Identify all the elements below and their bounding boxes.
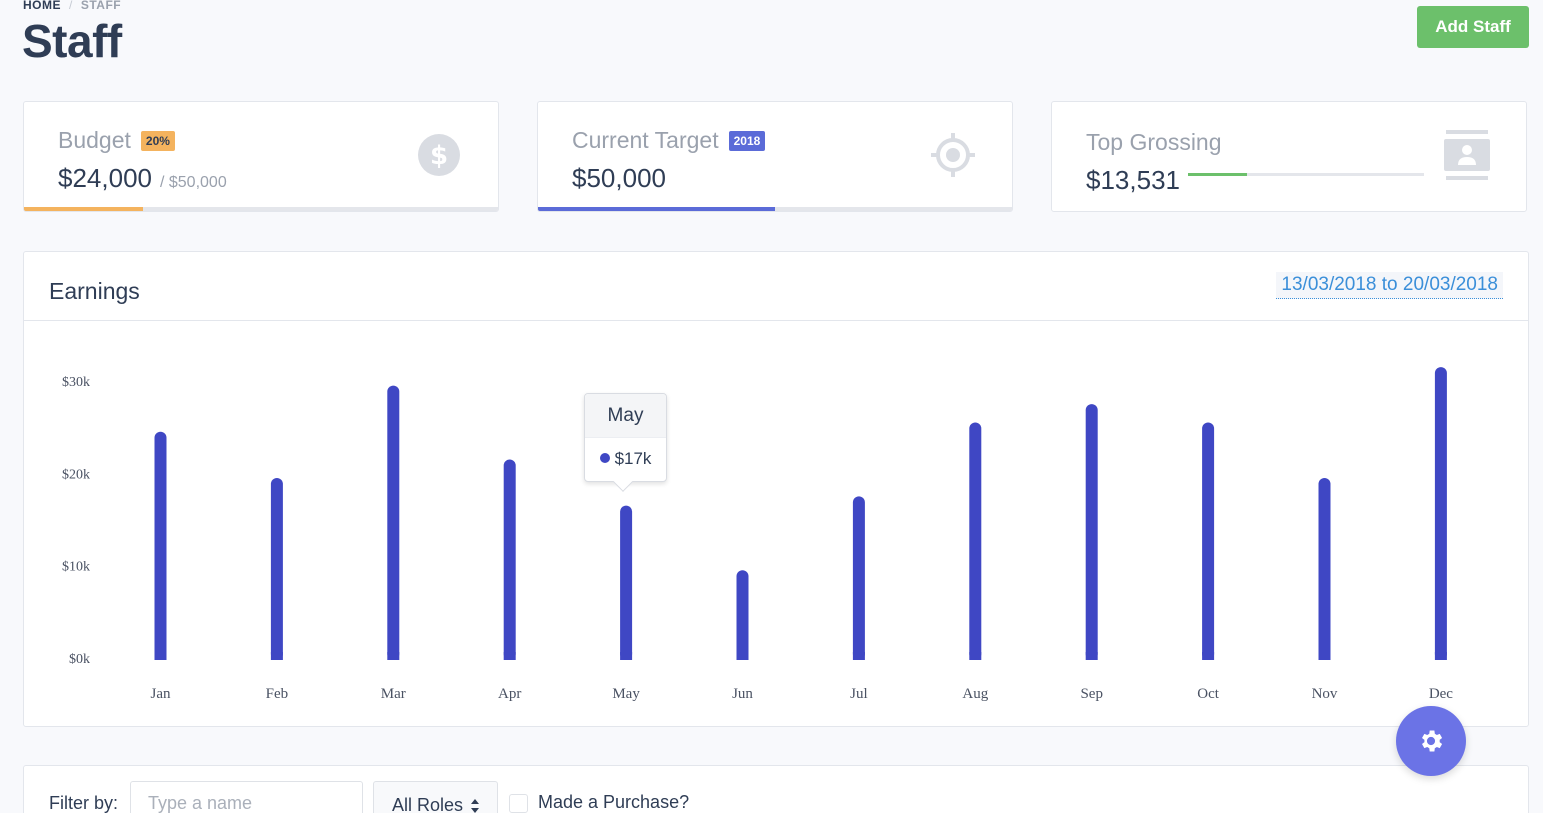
y-tick-label: $30k [62,375,90,390]
top-grossing-card: Top Grossing $13,531 [1051,101,1527,212]
x-tick-label: Aug [962,686,988,702]
gear-icon [1422,730,1443,752]
bar-base [387,652,400,660]
x-tick-label: May [612,686,640,702]
bar-base [620,652,633,660]
earnings-title: Earnings [49,278,140,304]
bar-apr[interactable] [503,459,516,660]
y-tick-label: $0k [69,652,90,667]
purchase-checkbox-label[interactable]: Made a Purchase? [538,792,690,812]
sort-caret-icon [471,799,479,813]
grossing-title-row: Top Grossing [1086,129,1222,156]
date-range-picker[interactable]: 13/03/2018 to 20/03/2018 [1276,272,1503,299]
filter-panel: Filter by: All Roles Made a Purchase? [23,765,1529,813]
breadcrumb-home[interactable]: HOME [23,0,61,12]
tooltip-value: $17k [614,449,652,468]
x-tick-label: Feb [266,686,289,702]
purchase-checkbox[interactable] [509,794,528,813]
x-tick-label: Mar [381,686,406,702]
budget-progress [24,207,498,211]
bar-nov[interactable] [1318,477,1331,660]
dollar-icon: $ [418,134,460,176]
bar-may[interactable] [620,505,633,660]
budget-title-row: Budget 20% [58,127,175,154]
x-tick-label: Nov [1312,686,1338,702]
x-tick-label: Oct [1197,686,1219,702]
target-icon [931,133,975,177]
bar-base [503,652,516,660]
breadcrumb-current: STAFF [80,0,122,12]
x-tick-label: Dec [1429,686,1453,702]
settings-fab-button[interactable] [1396,706,1466,776]
bar-base [154,652,167,660]
target-progress-fill [538,207,775,211]
breadcrumb: HOME / STAFF [23,0,121,12]
svg-text:$: $ [430,141,448,171]
page-title: Staff [22,15,122,67]
budget-card: Budget 20% $24,000 / $50,000 $ [23,101,499,212]
add-staff-button[interactable]: Add Staff [1417,6,1529,48]
bar-base [1434,652,1447,660]
bar-jan[interactable] [154,431,167,660]
budget-title: Budget [58,127,131,153]
earnings-chart: $0k $10k $20k $30k Jan Feb Mar Apr May Jun Jul Aug S… [62,367,1453,702]
bar-jul[interactable] [852,496,865,660]
budget-value-row: $24,000 / $50,000 [58,163,227,194]
y-tick-label: $10k [62,560,90,575]
y-tick-label: $20k [62,467,90,482]
bar-base [1085,652,1098,660]
contact-card-icon [1444,130,1490,180]
tooltip-body: $17k [585,438,666,480]
target-value-row: $50,000 [572,163,666,194]
bar-aug[interactable] [969,422,982,660]
earnings-panel: Earnings 13/03/2018 to 20/03/2018 $0k $10… [23,251,1529,727]
grossing-progress-fill [1187,173,1247,176]
x-tick-label: Jun [732,686,753,702]
bar-base [969,652,982,660]
role-filter-select[interactable]: All Roles [373,781,498,813]
chart-tooltip: May $17k [584,393,667,492]
budget-percent-badge: 20% [140,130,175,151]
x-tick-label: Sep [1080,686,1103,702]
bar-oct[interactable] [1202,422,1215,660]
bar-sep[interactable] [1085,404,1098,660]
tooltip-series-dot [599,453,610,463]
grossing-title: Top Grossing [1086,129,1222,155]
target-value: $50,000 [572,163,666,193]
bar-mar[interactable] [387,385,400,660]
target-title: Current Target [572,127,719,153]
filter-label: Filter by: [49,793,119,813]
bar-base [736,652,749,660]
bar-base [852,652,865,660]
bar-dec[interactable] [1434,367,1447,660]
bar-base [1318,652,1331,660]
budget-total: / $50,000 [159,174,227,191]
breadcrumb-separator: / [69,0,73,12]
grossing-value: $13,531 [1086,165,1180,195]
grossing-progress [1187,173,1424,176]
target-title-row: Current Target 2018 [572,127,766,154]
grossing-value-row: $13,531 [1086,165,1424,196]
bar-base [1202,652,1215,660]
target-card: Current Target 2018 $50,000 [537,101,1013,212]
bar-base [270,652,283,660]
bar-feb[interactable] [270,477,283,660]
target-year-badge: 2018 [728,130,766,151]
target-progress [538,207,1012,211]
name-filter-input[interactable] [130,781,363,813]
bar-jun[interactable] [736,570,749,660]
x-tick-label: Apr [498,686,521,702]
budget-progress-fill [24,207,143,211]
x-tick-label: Jul [850,686,868,702]
x-tick-label: Jan [151,686,171,702]
earnings-header: Earnings 13/03/2018 to 20/03/2018 [24,252,1528,321]
role-filter-value: All Roles [392,795,464,813]
tooltip-title: May [585,394,666,438]
budget-value: $24,000 [58,163,152,193]
